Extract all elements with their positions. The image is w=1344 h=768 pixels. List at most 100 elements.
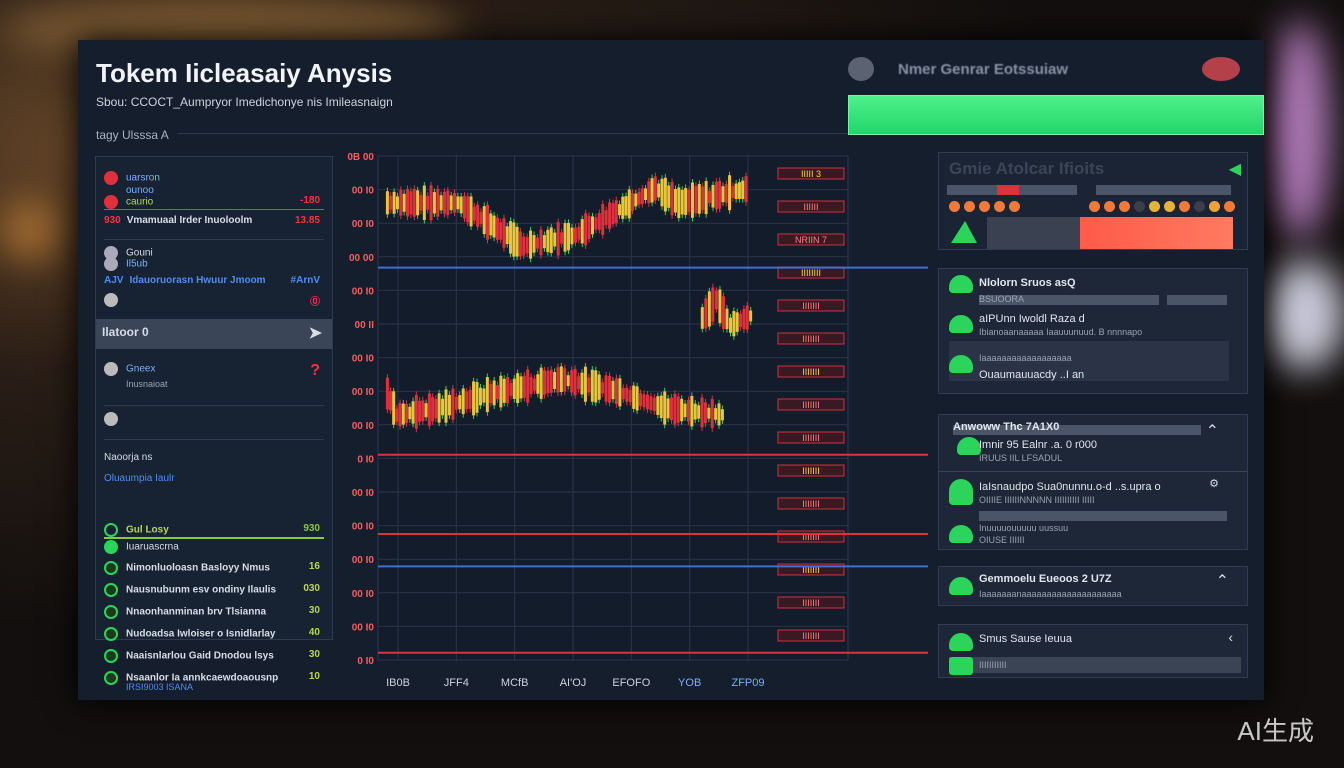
candle xyxy=(618,204,622,216)
candle xyxy=(502,378,506,403)
list-item[interactable]: Nsaanlor Ia annkcaewdoaousnp 10 xyxy=(104,671,324,685)
candle xyxy=(486,204,490,240)
list-item[interactable]: Naoorja ns xyxy=(104,439,324,463)
price-tag xyxy=(777,299,845,312)
candle xyxy=(666,398,670,419)
list-item[interactable] xyxy=(104,405,324,426)
list-item[interactable]: caurio -180 xyxy=(104,195,324,210)
candle xyxy=(635,386,639,411)
candle xyxy=(499,375,503,408)
page-subtitle: Sbou: CCOCT_Aumpryor Imedichonye nis Imi… xyxy=(96,95,393,109)
candle xyxy=(542,235,546,249)
grid-icon xyxy=(104,257,118,271)
list-item[interactable]: Nimonluoloasn Basloyy Nmus 16 xyxy=(104,561,324,575)
y-tick-label: 0B 00 xyxy=(347,152,374,163)
candle xyxy=(577,226,581,240)
watermark: AI生成 xyxy=(1237,716,1314,746)
chevron-left-icon[interactable]: ‹ xyxy=(1228,629,1233,645)
candle xyxy=(449,195,453,211)
list-item[interactable]: Il5ub xyxy=(104,257,324,271)
list-item[interactable]: 930 Vmamuaal Irder Inuoloolm 13.85 xyxy=(104,215,320,226)
status-dot xyxy=(1224,201,1235,212)
info-icon[interactable]: ⓪ xyxy=(310,297,320,308)
alerts-card[interactable]: Anwoww Thc 7A1X0 ⌃ Imnir 95 Ealnr .a. 0 … xyxy=(938,414,1248,550)
selected-item[interactable]: Ilatoor 0 ➤ xyxy=(96,319,332,349)
candle xyxy=(614,200,618,224)
candle xyxy=(577,376,581,390)
y-tick-label: 00 I0 xyxy=(352,421,375,432)
leaf-icon xyxy=(104,540,118,554)
candle xyxy=(627,189,631,219)
candle xyxy=(427,393,431,426)
price-tag xyxy=(777,398,845,411)
candle xyxy=(711,287,715,322)
status-dot xyxy=(1119,201,1130,212)
candle xyxy=(422,185,426,221)
status-icon xyxy=(949,577,973,595)
info-card[interactable]: Nlolorn Sruos asQ BSUOORA aIPUnn Iwoldl … xyxy=(938,268,1248,394)
header-right-title: Nmer Genrar Eotssuiaw xyxy=(898,61,1069,78)
candle xyxy=(476,204,480,227)
candle xyxy=(714,408,718,420)
candle xyxy=(742,308,746,330)
help-icon[interactable]: ? xyxy=(310,362,320,379)
candle xyxy=(697,184,701,214)
candle xyxy=(663,177,667,212)
candle xyxy=(653,176,657,201)
footer-card[interactable]: Smus Sause Ieuua ‹ IIIIIIIIIII xyxy=(938,624,1248,678)
candle xyxy=(385,191,389,215)
chevron-right-icon: ➤ xyxy=(308,325,322,342)
list-item[interactable]: Gouni xyxy=(104,239,324,260)
candle xyxy=(744,176,748,203)
candle xyxy=(580,219,584,244)
candle xyxy=(458,395,462,410)
candle xyxy=(446,190,450,216)
price-tag-label: IIIIIIII xyxy=(801,268,821,278)
price-tag-label: IIIIIII xyxy=(802,301,820,311)
candle xyxy=(732,311,736,337)
list-item[interactable]: AJV Idauoruorasn Hwuur Jmoom #ArnV xyxy=(104,275,320,286)
candle xyxy=(522,375,526,398)
candle xyxy=(451,388,455,420)
leaf-icon xyxy=(104,583,118,597)
candle xyxy=(442,191,446,214)
candle xyxy=(628,389,632,403)
list-item[interactable]: Naaisnlarlou Gaid Dnodou lsys 30 xyxy=(104,649,324,663)
status-icon xyxy=(957,437,981,455)
status-icon xyxy=(949,479,973,505)
candle xyxy=(680,189,684,215)
status-dot xyxy=(1209,201,1220,212)
list-item[interactable]: Nnaonhanminan brv Tlsianna 30 xyxy=(104,605,324,619)
candle xyxy=(399,189,403,216)
chevron-up-icon[interactable]: ⌃ xyxy=(1215,573,1229,590)
candle xyxy=(559,366,563,392)
price-tag-label: IIIIIII xyxy=(802,532,820,542)
chevron-up-icon[interactable]: ⌃ xyxy=(1205,423,1219,440)
divider xyxy=(178,133,1263,134)
candle xyxy=(560,232,564,244)
candle xyxy=(590,216,594,235)
summary-card[interactable]: Gemmoelu Eueoos 2 U7Z Iaaaaaaanaaaaaaaaa… xyxy=(938,566,1248,606)
left-panel: uarsron ounoo caurio -180 930 Vmamuaal Ird… xyxy=(95,156,333,692)
candle xyxy=(543,370,547,395)
candle xyxy=(707,407,711,419)
candle xyxy=(737,182,741,199)
list-item[interactable]: Gneex? xyxy=(104,362,324,379)
candle xyxy=(714,181,718,210)
list-item[interactable]: Nausnubunm esv ondiny Ilaulis 030 xyxy=(104,583,324,597)
list-item[interactable]: Nudoadsa Iwloiser o Isnidlarlay 40 xyxy=(104,627,324,641)
candle xyxy=(717,403,721,426)
list-item[interactable]: ⓪ xyxy=(104,293,324,308)
list-header[interactable]: Gul Losy 930 xyxy=(104,523,324,539)
user-icon[interactable] xyxy=(1202,57,1240,81)
candle xyxy=(406,189,410,217)
status-dot xyxy=(1179,201,1190,212)
candle xyxy=(601,382,605,394)
candle xyxy=(485,377,489,413)
list-item[interactable]: uarsron xyxy=(104,171,324,185)
settings-icon[interactable]: ⚙ xyxy=(1209,478,1219,490)
candle xyxy=(416,190,420,216)
candle xyxy=(392,391,396,425)
y-tick-label: 0 I0 xyxy=(357,454,374,465)
candle xyxy=(512,378,516,399)
